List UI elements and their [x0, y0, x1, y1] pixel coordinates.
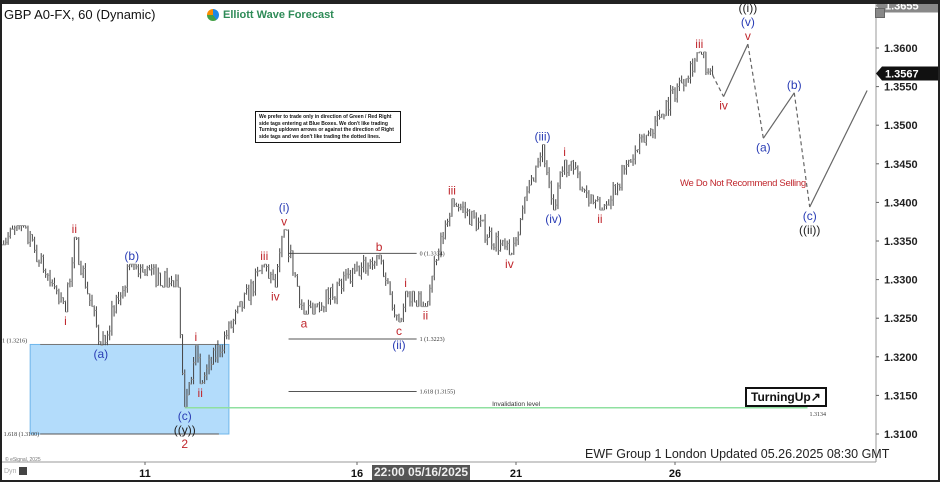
- wave-label: ii: [597, 212, 602, 226]
- price-tick-label: 1.3350: [884, 236, 918, 248]
- price-tick-label: 1.3600: [884, 43, 918, 55]
- fib-label: 1 (1.3223): [420, 336, 445, 343]
- projection-solid-path: [762, 92, 795, 139]
- wave-label: (c): [178, 409, 192, 423]
- wave-label: v: [745, 29, 751, 43]
- last-price-tag-label: 1.3567: [885, 68, 919, 80]
- wave-label: b: [376, 240, 383, 254]
- time-tick-label: 11: [139, 468, 151, 480]
- expand-icon[interactable]: [875, 8, 885, 18]
- projection-dashed-path: [747, 44, 764, 139]
- brand-name: Elliott Wave Forecast: [223, 9, 334, 21]
- wave-label: i: [563, 145, 566, 159]
- crosshair-time-label: 22:00 05/16/2025: [372, 465, 471, 480]
- wave-label: i: [404, 276, 407, 290]
- turning-up-tag: TurningUp↗: [745, 387, 827, 407]
- wave-label: iv: [719, 99, 728, 113]
- wave-label: (v): [741, 15, 755, 29]
- fib-label: 0 (1.3334): [420, 250, 445, 257]
- wave-label: (ii): [392, 338, 405, 352]
- ewf-logo-icon: [207, 9, 219, 21]
- price-tick-label: 1.3400: [884, 197, 918, 209]
- wave-label: (iv): [545, 212, 562, 226]
- wave-label: 2: [181, 437, 188, 451]
- wave-label: (a): [756, 140, 771, 154]
- wave-label: (b): [787, 78, 802, 92]
- price-tick-label: 1.3100: [884, 429, 918, 441]
- time-tick-label: 21: [510, 468, 522, 480]
- projection-solid-path: [723, 43, 749, 97]
- dyn-label: Dyn: [4, 467, 17, 475]
- wave-label: v: [281, 214, 287, 228]
- invalidation-value: 1.3134: [810, 412, 827, 418]
- dyn-control[interactable]: Dyn: [4, 467, 28, 475]
- wave-label: a: [301, 316, 308, 330]
- invalidation-label: Invalidation level: [492, 401, 541, 408]
- projection-solid-path: [809, 90, 868, 208]
- turning-up-label: TurningUp: [751, 390, 811, 404]
- wave-label: iv: [271, 289, 280, 303]
- trading-note: We prefer to trade only in direction of …: [255, 111, 401, 144]
- copyright: © eSignal, 2025: [5, 457, 41, 463]
- projection-dashed-path: [712, 74, 725, 97]
- price-tick-label: 1.3300: [884, 275, 918, 287]
- brand-logo: Elliott Wave Forecast: [207, 9, 334, 21]
- wave-label: iii: [260, 249, 268, 263]
- time-tick-label: 16: [351, 468, 363, 480]
- wave-label: (c): [803, 209, 817, 223]
- arrow-up-right-icon: ↗: [810, 390, 821, 404]
- wave-label: ((ii)): [799, 223, 820, 237]
- wave-label: c: [396, 324, 402, 338]
- dyn-button-icon[interactable]: [19, 467, 28, 475]
- wave-label: (iii): [535, 130, 551, 144]
- price-tick-label: 1.3450: [884, 159, 918, 171]
- blue-box-bottom-label: 1.618 (1.3100): [4, 431, 40, 438]
- wave-label: ii: [198, 386, 203, 400]
- price-tick-label: 1.3500: [884, 120, 918, 132]
- price-tick-label: 1.3150: [884, 390, 918, 402]
- wave-label: ((i)): [739, 1, 758, 15]
- price-tick-label: 1.3250: [884, 313, 918, 325]
- price-tick-label: 1.3550: [884, 82, 918, 94]
- wave-label: i: [64, 314, 67, 328]
- wave-label: iv: [505, 257, 514, 271]
- time-tick-label: 26: [669, 468, 681, 480]
- wave-label: i: [194, 330, 197, 344]
- wave-label: ii: [72, 222, 77, 236]
- no-sell-text: We Do Not Recommend Selling: [680, 178, 806, 189]
- window-top-bar: [0, 0, 940, 4]
- wave-label: iii: [695, 37, 703, 51]
- wave-label: (a): [93, 347, 108, 361]
- update-footer: EWF Group 1 London Updated 05.26.2025 08…: [585, 447, 890, 461]
- wave-label: ii: [423, 309, 428, 323]
- wave-label: iii: [448, 184, 456, 198]
- wave-label: (i): [279, 200, 290, 214]
- wave-label: (b): [124, 249, 139, 263]
- last-price-tag: [876, 66, 938, 81]
- wave-label: ((y)): [174, 423, 196, 437]
- price-tick-label: 1.3200: [884, 352, 918, 364]
- chart-title: GBP A0-FX, 60 (Dynamic): [4, 7, 156, 22]
- fib-label: 1.618 (1.3155): [420, 389, 456, 396]
- projection-dashed-path: [793, 92, 811, 208]
- blue-box-top-label: 1 (1.3216): [2, 337, 27, 344]
